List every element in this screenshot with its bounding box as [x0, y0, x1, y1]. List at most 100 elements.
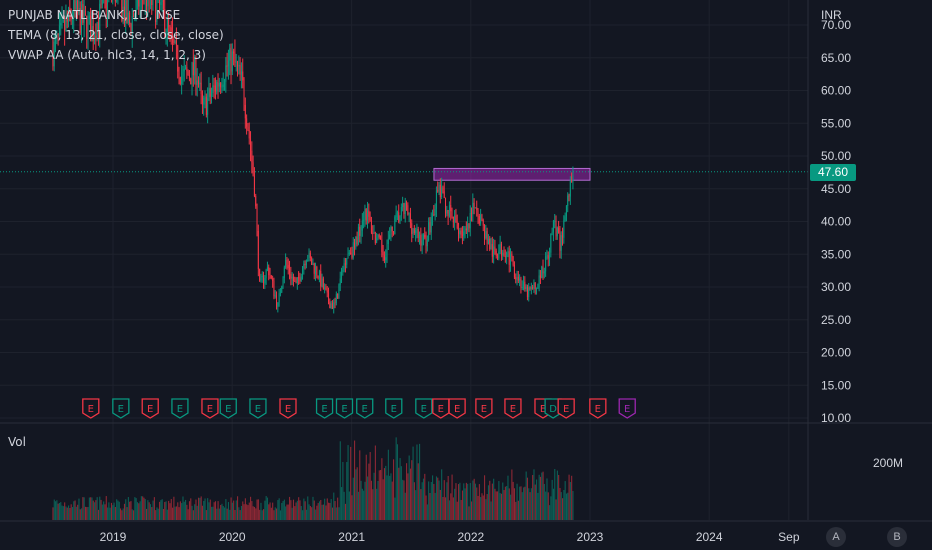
earnings-marker[interactable]: E	[249, 398, 267, 419]
candle-body	[57, 33, 59, 35]
volume-bar	[268, 504, 270, 520]
candle-body	[263, 276, 265, 284]
volume-bar	[499, 493, 501, 520]
volume-bar	[196, 505, 198, 520]
candle-body	[225, 65, 227, 82]
volume-bar	[459, 482, 461, 520]
volume-bar	[439, 489, 441, 520]
candle-body	[380, 237, 382, 240]
earnings-marker-label: E	[362, 404, 368, 415]
volume-bar	[515, 501, 517, 520]
earnings-marker-label: E	[147, 404, 153, 415]
volume-bar	[131, 509, 133, 520]
earnings-marker-shape	[589, 398, 607, 419]
volume-bar	[351, 495, 353, 520]
candle-body	[537, 287, 539, 289]
volume-bar	[506, 485, 508, 520]
earnings-marker[interactable]: E	[279, 398, 297, 419]
volume-bar	[568, 474, 570, 520]
candle-body	[183, 68, 185, 72]
candle-body	[364, 208, 366, 220]
volume-bar	[261, 510, 263, 520]
volume-bar	[99, 496, 101, 520]
earnings-marker[interactable]: E	[385, 398, 403, 419]
candle-body	[426, 240, 428, 247]
volume-bar	[480, 497, 482, 520]
volume-bar	[95, 500, 97, 520]
volume-bar	[472, 480, 474, 520]
earnings-marker[interactable]: E	[219, 398, 237, 419]
candle-body	[276, 295, 278, 307]
candle-body	[452, 216, 454, 223]
earnings-marker[interactable]: E	[315, 398, 334, 419]
earnings-marker[interactable]: E	[504, 398, 522, 419]
volume-bar	[313, 500, 315, 520]
time-tick-label: 2024	[696, 530, 723, 544]
volume-bar	[169, 503, 171, 520]
earnings-marker[interactable]: E	[171, 398, 189, 419]
auto-scale-button[interactable]: A	[826, 527, 846, 547]
volume-axis-label: 200M	[873, 456, 903, 470]
earnings-marker-label: E	[624, 404, 630, 415]
candle-body	[367, 210, 369, 221]
earnings-marker[interactable]: E	[589, 398, 607, 419]
candle-body	[346, 258, 348, 265]
earnings-marker[interactable]: E	[201, 398, 219, 419]
candle-body	[543, 271, 545, 274]
earnings-marker[interactable]: E	[618, 398, 636, 419]
volume-bar	[186, 504, 188, 520]
candle-body	[291, 276, 293, 279]
volume-bar	[237, 496, 239, 520]
volume-bar	[352, 477, 354, 520]
candle-body	[248, 130, 250, 139]
earnings-marker[interactable]: E	[475, 398, 493, 419]
candle-body	[200, 82, 202, 95]
candle-body	[94, 35, 96, 42]
volume-bar	[290, 500, 292, 520]
earnings-marker[interactable]: E	[112, 398, 130, 419]
volume-bar	[399, 458, 401, 520]
volume-bar	[116, 499, 118, 520]
tema-indicator-label[interactable]: TEMA (8, 13, 21, close, close, close)	[8, 28, 224, 42]
earnings-marker-shape	[335, 398, 354, 419]
candle-body	[400, 206, 402, 216]
earnings-marker[interactable]: E	[448, 398, 466, 419]
candle-body	[558, 227, 560, 233]
volume-bar	[309, 505, 311, 520]
volume-label[interactable]: Vol	[8, 435, 26, 449]
volume-bar	[428, 481, 430, 520]
volume-bar	[233, 500, 235, 520]
volume-bar	[373, 472, 375, 520]
earnings-marker[interactable]: E	[141, 398, 159, 419]
candle-body	[65, 18, 67, 31]
volume-bar	[354, 440, 356, 520]
volume-bar	[103, 501, 105, 520]
volume-bar	[83, 497, 85, 520]
candle-body	[351, 254, 353, 258]
candle-body	[568, 195, 570, 197]
time-tick-label: 2023	[577, 530, 604, 544]
volume-bar	[56, 500, 58, 520]
earnings-marker[interactable]: E	[415, 398, 433, 419]
log-scale-button[interactable]: B	[887, 527, 907, 547]
earnings-marker[interactable]: E	[82, 398, 100, 419]
candle-body	[213, 85, 215, 87]
candle-body	[260, 277, 262, 281]
vwap-indicator-label[interactable]: VWAP AA (Auto, hlc3, 14, 1, 2, 3)	[8, 48, 206, 62]
candle-body	[572, 175, 574, 182]
volume-bar	[170, 499, 172, 520]
candle-body	[127, 12, 129, 23]
earnings-marker[interactable]: E	[557, 398, 575, 419]
earnings-marker[interactable]: E	[335, 398, 354, 419]
earnings-marker[interactable]: E	[432, 398, 450, 419]
candle-body	[318, 270, 320, 279]
candles	[52, 0, 574, 314]
volume-bar	[469, 483, 471, 520]
volume-bar	[133, 510, 135, 520]
volume-bar	[484, 475, 486, 520]
candle-body	[335, 293, 337, 303]
grid-lines	[0, 0, 932, 520]
earnings-marker[interactable]: E	[356, 398, 374, 419]
volume-bar	[226, 508, 228, 520]
